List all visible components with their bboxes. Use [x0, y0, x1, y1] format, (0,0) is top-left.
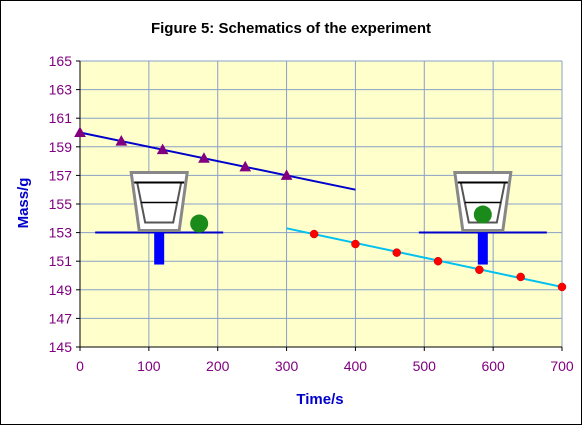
- y-tick-label: 153: [49, 225, 73, 241]
- y-tick-label: 147: [49, 310, 73, 326]
- schematics: [95, 171, 547, 265]
- chart-title: Figure 5: Schematics of the experiment: [151, 20, 431, 37]
- trendline: [286, 227, 563, 288]
- x-tick-label: 600: [481, 358, 505, 374]
- data-point-triangle: [280, 169, 293, 180]
- y-tick-label: 151: [49, 253, 73, 269]
- trendlines: [79, 131, 563, 288]
- y-tick-label: 161: [49, 110, 73, 126]
- data-point-triangle: [239, 160, 252, 172]
- x-tick-label: 700: [550, 358, 574, 374]
- x-tick-label: 400: [344, 358, 368, 374]
- x-axis-label: Time/s: [296, 391, 343, 408]
- y-axis-label: Mass/g: [15, 178, 32, 229]
- y-tick-labels: 145 147 149 151 153 155 157 159 161 163 165: [49, 53, 73, 355]
- y-tick-label: 159: [49, 139, 73, 155]
- data-point-circle: [516, 272, 525, 282]
- y-tick-label: 155: [49, 196, 73, 212]
- data-point-circle: [392, 248, 401, 257]
- data-point-circle: [309, 229, 319, 239]
- beaker-on-balance-icon: [95, 171, 224, 265]
- data-point-triangle: [156, 143, 169, 155]
- x-tick-label: 200: [206, 358, 230, 374]
- data-point-circle: [557, 282, 567, 292]
- data-point-triangle: [74, 126, 86, 137]
- data-point-circle: [475, 265, 484, 275]
- y-tick-label: 165: [49, 53, 73, 69]
- ball-icon: [473, 205, 492, 224]
- data-point-triangle: [115, 135, 128, 146]
- y-tick-label: 157: [49, 167, 73, 183]
- x-tick-label: 0: [76, 358, 84, 374]
- data-point-triangle: [198, 152, 210, 163]
- axes: [76, 60, 563, 351]
- y-tick-label: 163: [49, 82, 73, 98]
- y-tick-label: 149: [49, 282, 73, 298]
- x-tick-labels: 0 100 200 300 400 500 600 700: [76, 358, 574, 374]
- y-tick-label: 145: [49, 339, 73, 355]
- data-point-circle: [433, 256, 443, 266]
- x-tick-label: 100: [137, 358, 161, 374]
- ball-icon: [190, 214, 209, 233]
- x-tick-label: 500: [413, 358, 437, 374]
- beaker-on-balance-icon: [418, 171, 547, 265]
- data-point-circle: [351, 239, 360, 249]
- x-tick-label: 300: [275, 358, 299, 374]
- data-points: [74, 126, 567, 292]
- trendline: [79, 131, 356, 191]
